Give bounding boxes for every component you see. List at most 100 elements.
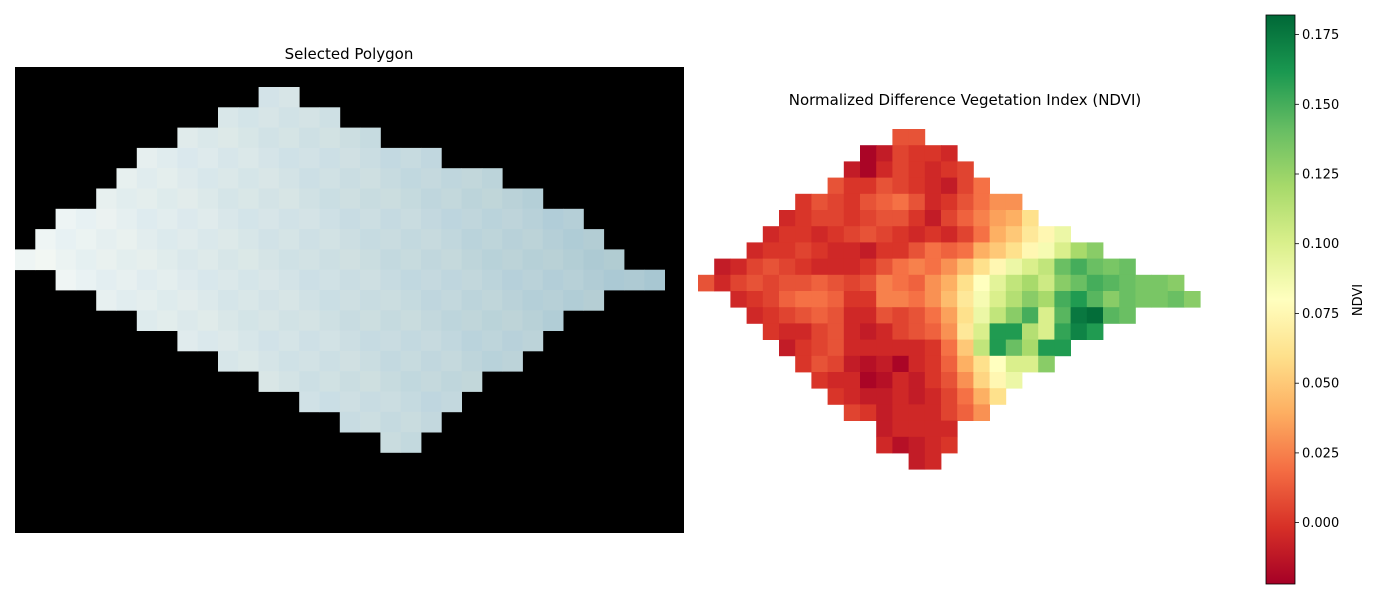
ndvi-pixel bbox=[1005, 193, 1023, 211]
rgb-pixel bbox=[563, 229, 584, 250]
rgb-pixel bbox=[542, 208, 564, 230]
ndvi-pixel bbox=[1086, 291, 1104, 308]
ndvi-pixel bbox=[973, 258, 990, 276]
rgb-pixel bbox=[238, 147, 259, 169]
ndvi-pixel bbox=[924, 274, 942, 292]
ndvi-pixel bbox=[1086, 258, 1104, 276]
ndvi-pixel bbox=[876, 339, 893, 357]
rgb-pixel bbox=[400, 432, 422, 453]
ndvi-pixel bbox=[876, 242, 893, 259]
rgb-pixel bbox=[360, 350, 381, 372]
rgb-pixel bbox=[360, 127, 381, 149]
rgb-pixel bbox=[603, 269, 625, 291]
rgb-pixel bbox=[502, 208, 523, 230]
rgb-pixel bbox=[319, 208, 341, 230]
ndvi-pixel bbox=[843, 339, 861, 357]
rgb-pixel bbox=[421, 371, 442, 392]
rgb-pixel bbox=[197, 208, 219, 230]
ndvi-pixel bbox=[1054, 242, 1071, 259]
rgb-pixel bbox=[319, 269, 341, 291]
ndvi-pixel bbox=[876, 420, 893, 438]
ndvi-pixel bbox=[973, 339, 990, 357]
ndvi-pixel bbox=[941, 307, 958, 324]
rgb-pixel bbox=[380, 432, 402, 453]
rgb-pixel bbox=[522, 249, 544, 271]
ndvi-pixel bbox=[924, 323, 942, 340]
ndvi-pixel bbox=[1070, 274, 1088, 292]
ndvi-pixel bbox=[1070, 258, 1088, 276]
rgb-pixel bbox=[299, 127, 320, 149]
rgb-pixel bbox=[380, 188, 402, 210]
ndvi-pixel bbox=[941, 258, 958, 276]
ndvi-pixel bbox=[779, 226, 796, 243]
rgb-pixel bbox=[258, 107, 280, 128]
rgb-pixel bbox=[218, 127, 239, 149]
rgb-pixel bbox=[421, 310, 442, 331]
rgb-pixel bbox=[218, 188, 239, 210]
rgb-pixel bbox=[197, 168, 219, 189]
ndvi-pixel bbox=[1167, 291, 1185, 308]
rgb-pixel bbox=[258, 127, 280, 149]
rgb-pixel bbox=[157, 208, 178, 230]
rgb-pixel bbox=[542, 310, 564, 331]
ndvi-pixel bbox=[941, 355, 958, 373]
colorbar-tick-label: 0.100 bbox=[1302, 237, 1339, 252]
rgb-pixel bbox=[218, 269, 239, 291]
rgb-pixel bbox=[96, 188, 117, 210]
ndvi-pixel bbox=[1005, 339, 1023, 357]
rgb-pixel bbox=[461, 229, 483, 250]
ndvi-pixel bbox=[730, 274, 747, 292]
ndvi-pixel bbox=[779, 274, 796, 292]
rgb-pixel bbox=[400, 188, 422, 210]
ndvi-pixel bbox=[811, 258, 828, 276]
ndvi-pixel bbox=[1005, 210, 1023, 227]
rgb-pixel bbox=[583, 249, 605, 271]
rgb-pixel bbox=[258, 330, 280, 352]
rgb-pixel bbox=[400, 411, 422, 433]
rgb-pixel bbox=[197, 188, 219, 210]
ndvi-pixel bbox=[941, 388, 958, 405]
rgb-pixel bbox=[339, 188, 361, 210]
ndvi-pixel bbox=[1022, 226, 1039, 243]
ndvi-pixel bbox=[779, 339, 796, 357]
rgb-pixel bbox=[319, 391, 341, 413]
ndvi-pixel bbox=[957, 307, 974, 324]
ndvi-pixel bbox=[941, 226, 958, 243]
ndvi-pixel bbox=[989, 242, 1007, 259]
ndvi-pixel bbox=[746, 307, 764, 324]
rgb-pixel bbox=[400, 269, 422, 291]
ndvi-pixel bbox=[1135, 274, 1152, 292]
rgb-pixel bbox=[421, 249, 442, 271]
ndvi-pixel bbox=[811, 291, 828, 308]
ndvi-pixel bbox=[843, 372, 861, 389]
ndvi-pixel bbox=[908, 258, 926, 276]
rgb-pixel bbox=[319, 107, 341, 128]
ndvi-pixel bbox=[795, 307, 812, 324]
rgb-pixel bbox=[75, 249, 97, 271]
rgb-pixel bbox=[461, 310, 483, 331]
ndvi-pixel bbox=[1103, 274, 1120, 292]
rgb-pixel bbox=[481, 330, 503, 352]
rgb-pixel bbox=[218, 168, 239, 189]
rgb-pixel bbox=[339, 229, 361, 250]
rgb-pixel bbox=[136, 290, 158, 311]
rgb-pixel bbox=[157, 310, 178, 331]
ndvi-pixel bbox=[1086, 323, 1104, 340]
ndvi-pixel bbox=[941, 372, 958, 389]
ndvi-pixel bbox=[973, 404, 990, 421]
ndvi-pixel bbox=[876, 193, 893, 211]
rgb-pixel bbox=[136, 188, 158, 210]
ndvi-pixel bbox=[746, 274, 764, 292]
rgb-pixel bbox=[55, 269, 77, 291]
ndvi-pixel bbox=[827, 242, 845, 259]
rgb-pixel bbox=[421, 269, 442, 291]
rgb-pixel bbox=[258, 168, 280, 189]
rgb-pixel bbox=[421, 188, 442, 210]
ndvi-pixel bbox=[843, 307, 861, 324]
ndvi-pixel bbox=[957, 388, 974, 405]
rgb-pixel bbox=[278, 330, 300, 352]
rgb-pixel bbox=[380, 411, 402, 433]
rgb-pixel bbox=[299, 330, 320, 352]
ndvi-pixel bbox=[876, 404, 893, 421]
